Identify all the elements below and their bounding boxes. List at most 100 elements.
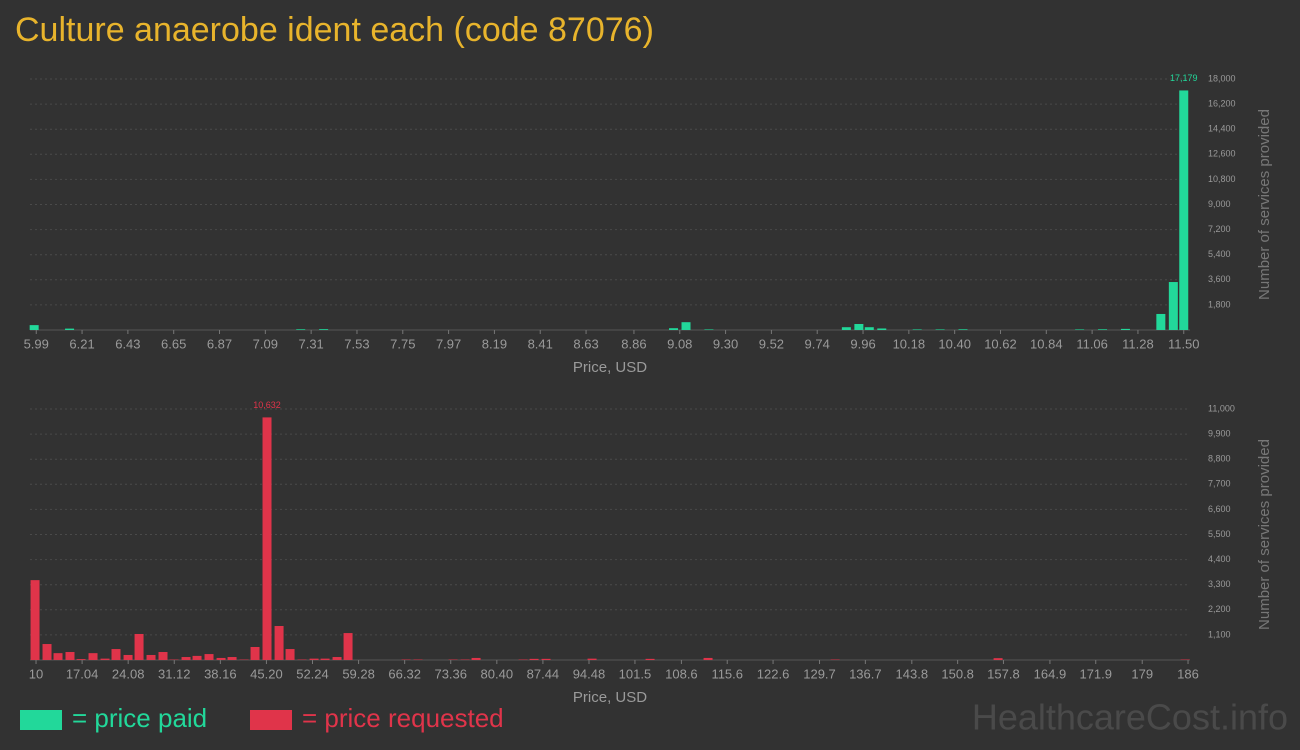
y-tick-label: 1,100: [1208, 629, 1231, 639]
bar: [854, 324, 864, 330]
x-tick-label: 150.8: [941, 666, 974, 681]
y-axis-label: Number of services provided: [1256, 439, 1273, 630]
bar: [1168, 282, 1178, 330]
x-tick-label: 31.12: [158, 666, 191, 681]
bar: [1179, 90, 1189, 330]
x-tick-label: 5.99: [24, 336, 49, 351]
x-tick-label: 10.62: [984, 336, 1017, 351]
x-tick-label: 66.32: [388, 666, 421, 681]
y-tick-label: 5,500: [1208, 529, 1231, 539]
x-tick-label: 7.75: [390, 336, 415, 351]
y-axis-label: Number of services provided: [1256, 109, 1273, 300]
x-tick-label: 45.20: [250, 666, 283, 681]
bar: [332, 657, 342, 660]
y-tick-label: 3,300: [1208, 579, 1231, 589]
legend-swatch: [20, 710, 62, 730]
x-tick-label: 157.8: [987, 666, 1020, 681]
bar: [296, 329, 306, 330]
y-tick-label: 6,600: [1208, 504, 1231, 514]
x-tick-label: 129.7: [803, 666, 836, 681]
x-tick-label: 11.28: [1122, 336, 1154, 351]
bar: [309, 658, 319, 660]
bar: [53, 653, 63, 660]
x-tick-label: 11.06: [1076, 336, 1108, 351]
x-tick-label: 9.74: [805, 336, 830, 351]
x-tick-label: 24.08: [112, 666, 145, 681]
legend-label: = price requested: [302, 703, 504, 733]
y-tick-label: 9,000: [1208, 199, 1231, 209]
bar: [262, 417, 272, 660]
y-tick-label: 7,700: [1208, 479, 1231, 489]
bar: [703, 657, 713, 660]
bar: [529, 658, 539, 660]
bar: [192, 655, 202, 660]
y-tick-label: 16,200: [1208, 98, 1236, 108]
bar: [227, 657, 237, 660]
bar: [993, 658, 1003, 660]
x-tick-label: 11.50: [1168, 336, 1200, 351]
x-tick-label: 17.04: [66, 666, 99, 681]
x-axis-label: Price, USD: [573, 359, 647, 376]
bar: [88, 653, 98, 660]
bar: [111, 649, 121, 660]
x-tick-label: 7.53: [344, 336, 369, 351]
bar: [65, 328, 75, 330]
y-tick-label: 5,400: [1208, 249, 1231, 259]
bar: [669, 328, 679, 330]
x-tick-label: 94.48: [573, 666, 606, 681]
x-tick-label: 8.19: [482, 336, 507, 351]
bar: [76, 659, 86, 660]
bar: [587, 658, 597, 660]
bar: [645, 658, 655, 660]
x-tick-label: 59.28: [342, 666, 375, 681]
bar: [250, 646, 260, 660]
y-tick-label: 18,000: [1208, 73, 1236, 83]
x-tick-label: 108.6: [665, 666, 698, 681]
bar: [958, 329, 968, 330]
legend-swatch: [250, 710, 292, 730]
bar: [42, 644, 52, 660]
y-tick-label: 2,200: [1208, 604, 1231, 614]
x-tick-label: 10.40: [938, 336, 971, 351]
bar: [274, 626, 284, 660]
y-tick-label: 7,200: [1208, 224, 1231, 234]
x-tick-label: 6.21: [69, 336, 94, 351]
x-tick-label: 9.96: [850, 336, 875, 351]
bar: [320, 658, 330, 660]
bar: [541, 658, 551, 660]
x-tick-label: 6.87: [207, 336, 232, 351]
x-tick-label: 179: [1131, 666, 1153, 681]
x-tick-label: 122.6: [757, 666, 790, 681]
x-tick-label: 8.63: [573, 336, 598, 351]
value-label: 10,632: [253, 400, 281, 410]
x-tick-label: 10.84: [1030, 336, 1063, 351]
bar: [343, 633, 353, 660]
bar: [65, 652, 75, 660]
y-tick-label: 4,400: [1208, 554, 1231, 564]
bar: [204, 654, 214, 660]
x-tick-label: 115.6: [711, 666, 743, 681]
x-tick-label: 6.43: [115, 336, 140, 351]
x-tick-label: 6.65: [161, 336, 186, 351]
x-tick-label: 8.41: [528, 336, 553, 351]
chart-title: Culture anaerobe ident each (code 87076): [15, 11, 654, 49]
x-tick-label: 80.40: [481, 666, 514, 681]
bar: [841, 327, 851, 330]
bar: [877, 328, 887, 330]
bar: [29, 325, 39, 330]
legend-label: = price paid: [72, 703, 207, 733]
x-tick-label: 7.31: [298, 336, 323, 351]
bar: [912, 329, 922, 330]
x-tick-label: 52.24: [296, 666, 329, 681]
x-tick-label: 8.86: [621, 336, 646, 351]
y-tick-label: 1,800: [1208, 299, 1231, 309]
bar: [158, 652, 168, 660]
y-tick-label: 8,800: [1208, 454, 1231, 464]
bar: [30, 580, 40, 660]
bar: [935, 329, 945, 330]
x-tick-label: 10.18: [893, 336, 926, 351]
x-tick-label: 171.9: [1079, 666, 1112, 681]
